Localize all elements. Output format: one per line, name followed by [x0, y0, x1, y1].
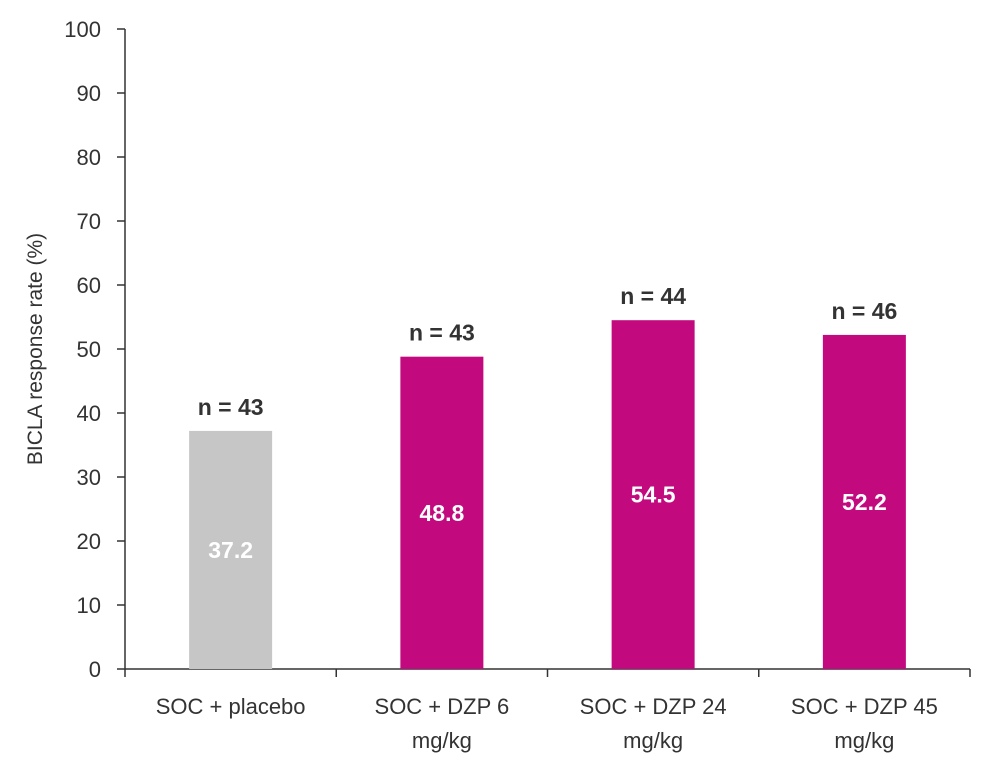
y-tick-label: 0 — [89, 657, 101, 682]
category-label: SOC + DZP 45 — [791, 694, 938, 719]
y-tick-label: 100 — [64, 17, 101, 42]
y-tick-label: 10 — [77, 593, 101, 618]
bar-n-label: n = 44 — [620, 283, 686, 309]
category-label: SOC + DZP 24 — [580, 694, 727, 719]
bar — [400, 356, 484, 669]
bar-n-label: n = 43 — [409, 320, 475, 346]
y-tick-label: 60 — [77, 273, 101, 298]
bar-value-label: 48.8 — [419, 500, 464, 526]
bar-n-label: n = 46 — [831, 298, 897, 324]
y-axis-title: BICLA response rate (%) — [24, 233, 47, 465]
category-label: SOC + placebo — [156, 694, 306, 719]
bar-n-label: n = 43 — [198, 394, 264, 420]
bar-value-label: 54.5 — [631, 482, 676, 508]
y-tick-label: 50 — [77, 337, 101, 362]
bar — [189, 430, 273, 669]
y-axis: 0 10 20 30 40 50 60 70 80 90 100 — [64, 17, 126, 682]
bars: 37.2 n = 43 48.8 n = 43 54.5 n = 44 52.2 n = 46 — [189, 283, 906, 669]
category-label: mg/kg — [623, 728, 683, 753]
y-tick-label: 20 — [77, 529, 101, 554]
category-label: mg/kg — [412, 728, 472, 753]
bar — [611, 320, 695, 669]
y-tick-label: 80 — [77, 145, 101, 170]
bar — [822, 334, 906, 669]
y-tick-label: 30 — [77, 465, 101, 490]
y-tick-label: 40 — [77, 401, 101, 426]
bar-value-label: 37.2 — [208, 537, 253, 563]
category-label: mg/kg — [834, 728, 894, 753]
x-axis: SOC + placebo SOC + DZP 6 mg/kg SOC + DZP 2… — [124, 668, 971, 753]
category-label: SOC + DZP 6 — [375, 694, 510, 719]
y-tick-label: 70 — [77, 209, 101, 234]
y-tick-label: 90 — [77, 81, 101, 106]
bar-value-label: 52.2 — [842, 489, 887, 515]
